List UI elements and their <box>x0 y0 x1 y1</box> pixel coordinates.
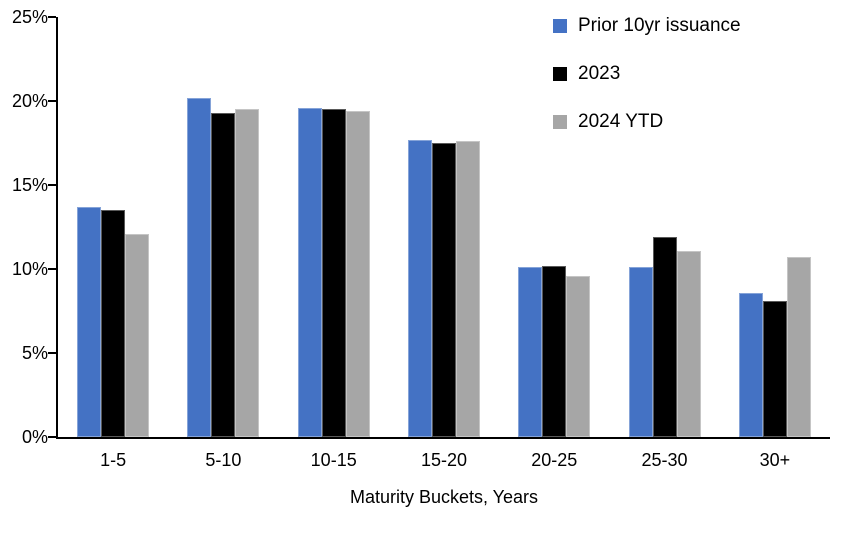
bar-2023-10-15 <box>321 109 346 437</box>
legend-item-2024-ytd: 2024 YTD <box>553 108 741 135</box>
bar-group-30 <box>738 257 811 437</box>
y-axis-tick <box>48 184 56 186</box>
legend-swatch-icon <box>553 18 567 33</box>
y-axis-tick <box>48 100 56 102</box>
bar-2023-1-5 <box>101 210 126 437</box>
bar-2024-ytd-15-20 <box>456 141 480 437</box>
legend-swatch-icon <box>553 114 567 129</box>
bar-prior-10yr-issuance-25-30 <box>628 267 653 437</box>
bar-2024-ytd-10-15 <box>345 111 370 437</box>
x-axis-tick-label: 30+ <box>759 450 791 470</box>
bar-prior-10yr-issuance-10-15 <box>297 107 322 437</box>
bar-group-20-25 <box>518 265 591 437</box>
y-axis-tick-label: 0% <box>21 427 48 447</box>
legend-swatch-icon <box>553 66 567 81</box>
legend-label: Prior 10yr issuance <box>578 14 741 36</box>
y-axis-line <box>56 17 58 439</box>
bar-group-5-10 <box>187 97 260 437</box>
bar-2023-30 <box>762 300 787 437</box>
x-axis-title: Maturity Buckets, Years <box>349 487 539 507</box>
x-axis-tick-label: 5-10 <box>205 450 242 470</box>
bar-2023-20-25 <box>542 265 567 437</box>
legend-label: 2023 <box>578 62 621 84</box>
x-axis-tick-label: 10-15 <box>310 450 357 470</box>
bar-group-25-30 <box>628 237 701 437</box>
bar-group-10-15 <box>297 107 370 437</box>
bar-group-15-20 <box>408 139 480 437</box>
legend-item-prior-10yr-issuance: Prior 10yr issuance <box>553 12 741 39</box>
y-axis-tick <box>48 352 56 354</box>
y-axis-tick <box>48 268 56 270</box>
bar-2024-ytd-5-10 <box>235 109 260 437</box>
bar-2024-ytd-30 <box>786 257 811 437</box>
x-axis-tick-label: 15-20 <box>420 450 467 470</box>
bar-2023-25-30 <box>652 237 677 437</box>
bar-group-1-5 <box>77 206 150 437</box>
bar-prior-10yr-issuance-30 <box>738 292 763 437</box>
y-axis-tick-label: 5% <box>21 343 48 363</box>
bar-2024-ytd-1-5 <box>125 233 150 437</box>
bar-2023-15-20 <box>432 143 456 437</box>
y-axis-tick-label: 10% <box>11 259 48 279</box>
x-axis-tick-label: 25-30 <box>641 450 688 470</box>
y-axis-tick-label: 20% <box>11 91 48 111</box>
y-axis-tick-label: 25% <box>11 7 48 27</box>
x-axis-tick-label: 20-25 <box>531 450 578 470</box>
bar-prior-10yr-issuance-1-5 <box>77 206 102 437</box>
legend: Prior 10yr issuance 2023 2024 YTD <box>553 12 741 135</box>
y-axis-tick <box>48 16 56 18</box>
x-axis-line <box>56 437 830 439</box>
bar-2023-5-10 <box>211 112 236 437</box>
plot-area <box>48 16 830 439</box>
bar-prior-10yr-issuance-15-20 <box>408 139 432 437</box>
legend-item-2023: 2023 <box>553 60 741 87</box>
bar-prior-10yr-issuance-5-10 <box>187 97 212 437</box>
bar-2024-ytd-20-25 <box>566 275 591 437</box>
y-axis-tick-label: 15% <box>11 175 48 195</box>
x-axis-tick-label: 1-5 <box>100 450 127 470</box>
legend-label: 2024 YTD <box>578 110 664 132</box>
y-axis-tick <box>48 436 56 438</box>
bar-prior-10yr-issuance-20-25 <box>518 267 543 437</box>
bar-2024-ytd-25-30 <box>676 250 701 437</box>
